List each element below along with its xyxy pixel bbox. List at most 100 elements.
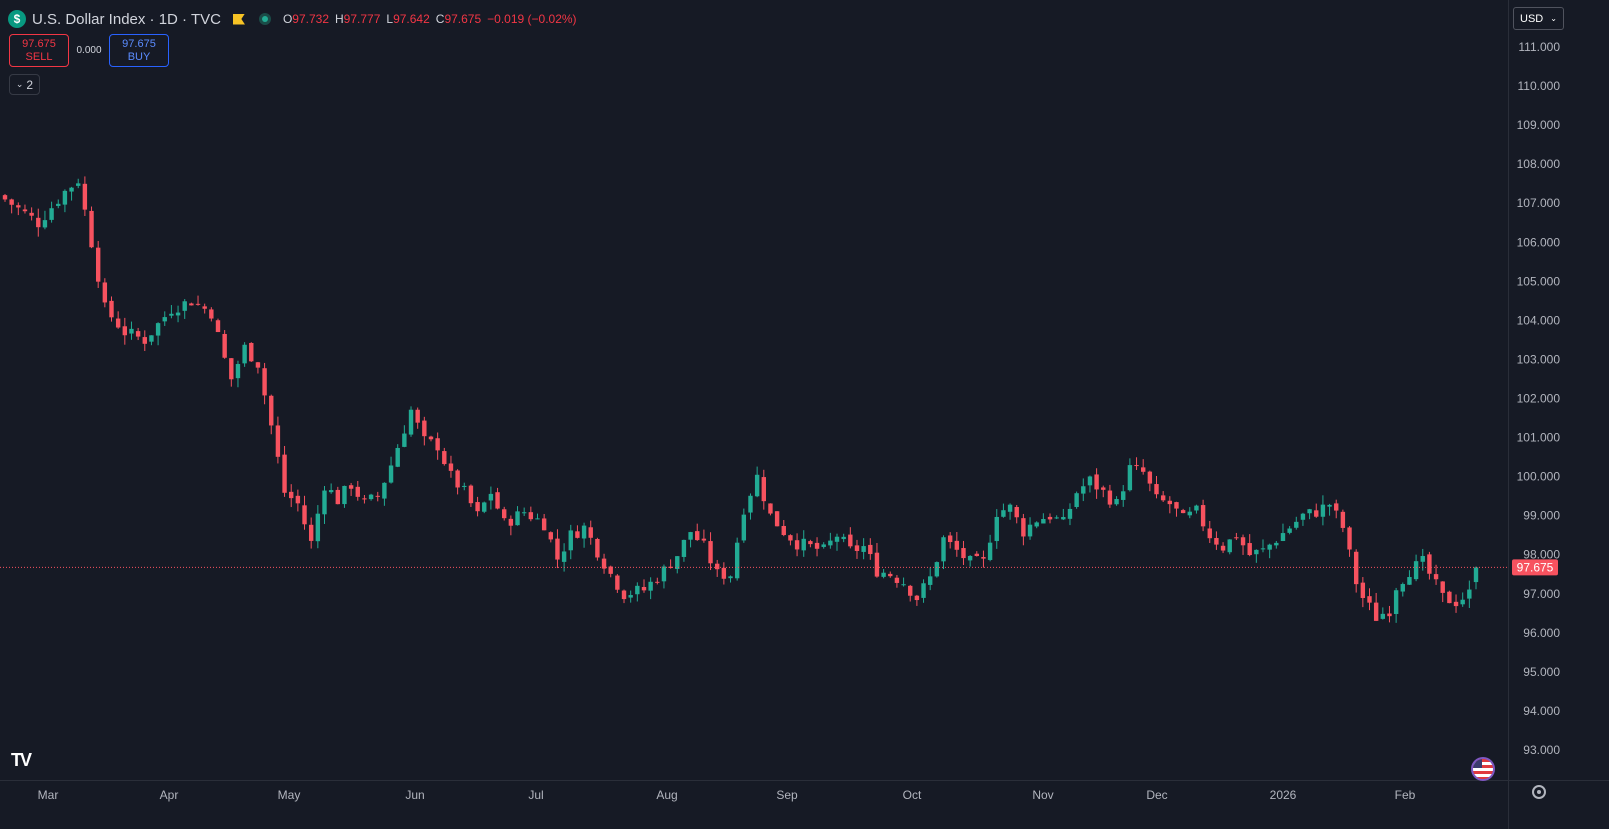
candle-body [1387, 613, 1392, 617]
y-tick-label: 101.000 [1517, 431, 1561, 445]
candle-body [295, 495, 301, 504]
us-flag-icon[interactable] [1471, 757, 1495, 781]
candle-body [1014, 507, 1019, 518]
candle-body [575, 531, 580, 538]
candle-body [1320, 504, 1326, 517]
candle-body [1174, 502, 1179, 509]
candle-body [95, 247, 101, 282]
candle-body [1367, 596, 1372, 603]
candle-body [1167, 500, 1173, 505]
y-tick-label: 98.000 [1523, 548, 1560, 562]
y-tick-label: 110.000 [1518, 79, 1561, 93]
candle-body [1400, 584, 1405, 592]
currency-value: USD [1520, 12, 1544, 25]
market-status-icon[interactable] [258, 13, 271, 25]
candle-body [1121, 491, 1126, 500]
symbol-title[interactable]: U.S. Dollar Index · 1D · TVC [32, 10, 221, 28]
y-tick-label: 109.000 [1517, 118, 1561, 132]
candle-body [1314, 510, 1319, 517]
candle-body [102, 282, 108, 303]
candle-body [342, 485, 347, 505]
candle-body [302, 505, 307, 525]
candle-body [1420, 555, 1425, 562]
candle-body [881, 572, 886, 577]
candle-body [282, 454, 287, 493]
candle-body [515, 511, 520, 526]
x-tick-label: May [278, 788, 301, 802]
candle-body [355, 486, 360, 497]
candle-body [1347, 527, 1352, 550]
candle-body [202, 306, 207, 309]
candle-body [1227, 539, 1232, 553]
candle-body [1334, 503, 1339, 511]
y-tick-label: 96.000 [1523, 626, 1560, 640]
candle-body [1061, 517, 1066, 520]
candle-body [561, 551, 567, 562]
candle-body [894, 577, 900, 583]
sell-button[interactable]: 97.675 SELL [9, 34, 69, 67]
candle-body [1453, 601, 1459, 607]
candle-body [974, 553, 979, 557]
y-tick-label: 95.000 [1523, 665, 1560, 679]
currency-selector[interactable]: USD ⌄ [1513, 7, 1564, 30]
candle-body [1207, 528, 1212, 539]
candle-body [1034, 522, 1039, 527]
candle-body [661, 566, 667, 582]
candle-body [1267, 544, 1272, 550]
candle-body [994, 516, 999, 542]
low-label: L [386, 12, 394, 26]
chevron-down-icon: ⌄ [15, 79, 24, 89]
candle-body [322, 490, 327, 515]
candle-body [1287, 528, 1292, 533]
x-tick-label: Dec [1146, 788, 1167, 802]
candle-body [641, 586, 647, 591]
y-tick-label: 108.000 [1517, 157, 1561, 171]
candle-body [29, 212, 34, 216]
x-tick-label: Oct [903, 788, 922, 802]
candle-body [1081, 486, 1086, 494]
indicators-toggle-button[interactable]: ⌄ 2 [9, 74, 40, 95]
candle-body [328, 490, 334, 493]
candle-body [1393, 590, 1399, 614]
candle-body [754, 474, 760, 497]
spread-value: 0.000 [76, 45, 102, 56]
candle-body [1127, 465, 1133, 491]
candle-body [1380, 613, 1386, 619]
candle-body [89, 210, 94, 248]
candle-body [249, 342, 254, 362]
candle-body [608, 566, 613, 574]
change-value: −0.019 (−0.02%) [487, 12, 577, 26]
candle-body [195, 303, 201, 305]
x-tick-label: Feb [1395, 788, 1416, 802]
candle-body [595, 538, 600, 558]
candle-body [841, 536, 846, 540]
tradingview-logo[interactable]: TV [11, 750, 32, 770]
candle-body [368, 494, 374, 500]
y-tick-label: 97.000 [1523, 587, 1560, 601]
settings-icon[interactable] [1532, 785, 1546, 799]
candle-body [335, 489, 341, 505]
candle-body [967, 555, 973, 561]
candle-body [402, 433, 407, 447]
candle-body [1274, 542, 1279, 546]
candle-body [834, 536, 840, 542]
candle-body [135, 331, 141, 337]
candle-body [1247, 543, 1252, 556]
flag-icon[interactable] [232, 13, 245, 25]
x-tick-label: Nov [1032, 788, 1053, 802]
candle-body [1134, 465, 1139, 467]
candle-body [1047, 516, 1053, 520]
candle-body [801, 538, 806, 551]
buy-price: 97.675 [122, 37, 156, 50]
open-label: O [282, 12, 293, 26]
candle-body [794, 540, 800, 550]
candle-body [1260, 548, 1266, 550]
candle-body [908, 585, 913, 596]
candle-body [761, 477, 766, 502]
buy-button[interactable]: 97.675 BUY [109, 34, 169, 67]
candle-body [1180, 510, 1186, 514]
y-tick-label: 99.000 [1523, 509, 1560, 523]
candle-body [455, 470, 460, 488]
candle-body [588, 527, 593, 538]
